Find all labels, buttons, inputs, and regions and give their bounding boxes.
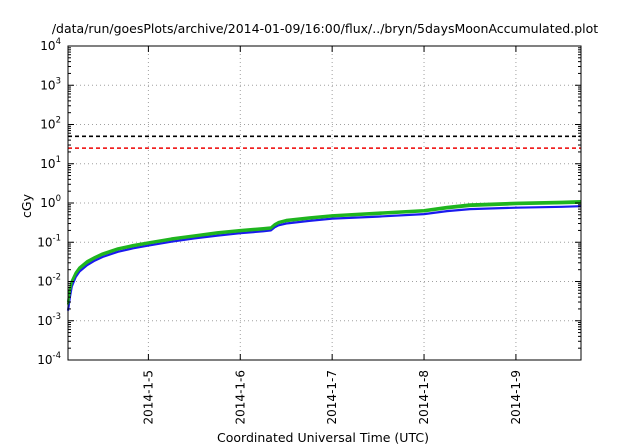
x-tick-label: 2014-1-6 [233,370,247,424]
series-line [66,200,582,303]
y-tick-base: 10 [37,314,52,328]
y-tick-exponent: 1 [56,155,61,165]
x-tick-label: 2014-1-5 [141,370,155,424]
y-tick-label: 10-1 [37,233,61,249]
y-tick-base: 10 [40,78,55,92]
y-tick-label: 101 [40,155,61,171]
y-tick-label: 104 [40,37,61,53]
y-tick-exponent: 2 [56,116,61,126]
y-tick-base: 10 [37,353,52,367]
y-tick-exponent: 3 [56,76,61,86]
y-tick-base: 10 [40,118,55,132]
x-axis-label: Coordinated Universal Time (UTC) [217,430,429,445]
y-tick-label: 102 [40,116,61,132]
series-line [66,201,582,305]
y-axis-label: cGy [19,193,34,218]
series-line [66,205,582,311]
chart-title: /data/run/goesPlots/archive/2014-01-09/1… [52,21,598,36]
x-tick-label: 2014-1-8 [417,370,431,424]
y-tick-label: 103 [40,76,61,92]
y-tick-label: 100 [40,194,61,210]
y-tick-label: 10-4 [37,351,61,367]
y-tick-base: 10 [40,39,55,53]
series-lines [66,200,582,311]
x-tick-label: 2014-1-9 [509,370,523,424]
y-tick-label: 10-3 [37,312,61,328]
y-tick-exponent: -2 [53,273,61,283]
y-tick-base: 10 [37,235,52,249]
y-tick-base: 10 [40,157,55,171]
x-tick-label: 2014-1-7 [325,370,339,424]
threshold-lines [68,135,581,149]
y-tick-base: 10 [37,275,52,289]
y-tick-exponent: -3 [53,312,61,322]
y-tick-label: 10-2 [37,273,61,289]
y-tick-exponent: -4 [53,351,61,361]
y-tick-exponent: 0 [56,194,61,204]
y-tick-base: 10 [40,196,55,210]
y-tick-exponent: 4 [56,37,61,47]
y-tick-exponent: -1 [53,233,61,243]
